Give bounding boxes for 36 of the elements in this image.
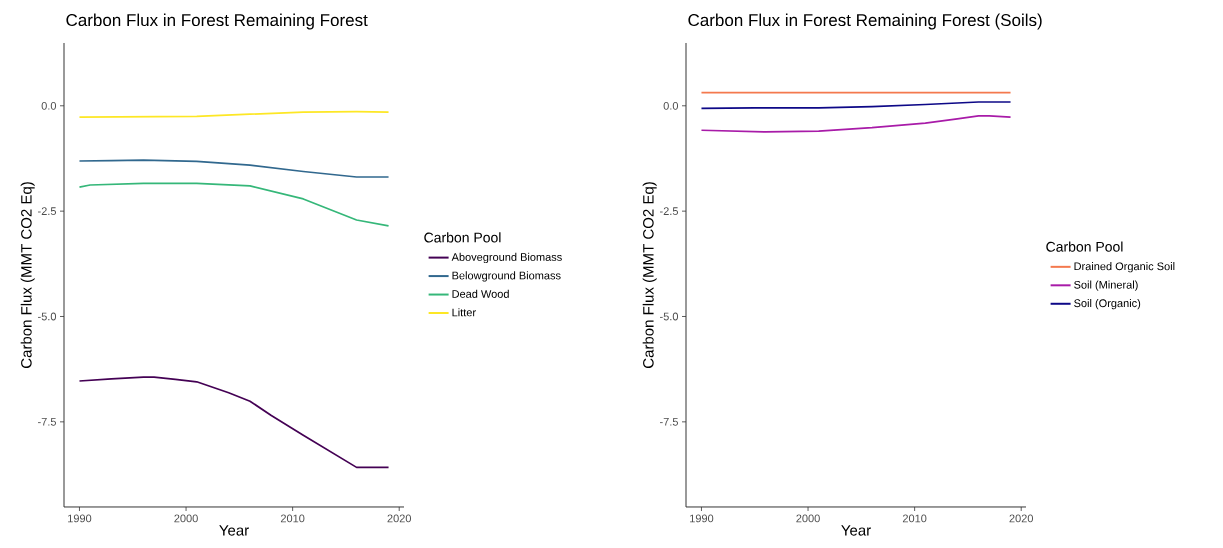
line-series	[700, 115, 1012, 133]
y-tick-label: 0.0	[41, 101, 57, 110]
line-series	[78, 159, 390, 178]
legend-title: Carbon Pool	[424, 232, 501, 243]
legend-label: Belowground Biomass	[452, 271, 561, 282]
x-tick-label: 2020	[387, 514, 411, 523]
x-tick-label: 2010	[902, 514, 927, 523]
y-tick-label: -2.5	[38, 207, 57, 216]
line-series	[78, 376, 390, 469]
legend-label: Soil (Organic)	[1074, 299, 1141, 310]
x-tick-label: 1990	[690, 514, 714, 523]
y-tick-label: -7.5	[38, 418, 57, 426]
legend-label: Litter	[452, 308, 476, 317]
y-axis-title: Carbon Flux (MMT CO2 Eq)	[642, 182, 657, 368]
x-tick-label: 2000	[174, 514, 198, 523]
line-series	[78, 182, 390, 227]
legend-title: Carbon Pool	[1046, 241, 1123, 252]
x-tick-label: 2010	[280, 514, 305, 523]
x-tick-label: 2020	[1009, 514, 1033, 523]
y-tick-label: -5.0	[38, 312, 57, 321]
y-tick-label: -7.5	[660, 418, 678, 426]
y-tick-label: 0.0	[663, 101, 679, 110]
y-tick-label: -5.0	[660, 312, 679, 321]
legend-label: Aboveground Biomass	[451, 252, 562, 264]
x-tick-label: 1990	[68, 514, 92, 523]
x-axis-title: Year	[841, 525, 871, 536]
line-series	[700, 101, 1012, 110]
y-tick-label: -2.5	[660, 207, 678, 216]
legend-label: Drained Organic Soil	[1074, 262, 1175, 273]
chart-title: Carbon Flux in Forest Remaining Forest	[66, 13, 368, 30]
x-axis-title: Year	[219, 525, 249, 536]
chart-title: Carbon Flux in Forest Remaining Forest (Soils)	[688, 13, 1042, 30]
x-tick-label: 2000	[796, 514, 820, 523]
legend-label: Soil (Mineral)	[1074, 280, 1138, 291]
legend-label: Dead Wood	[452, 289, 509, 298]
y-axis-title: Carbon Flux (MMT CO2 Eq)	[20, 182, 35, 368]
